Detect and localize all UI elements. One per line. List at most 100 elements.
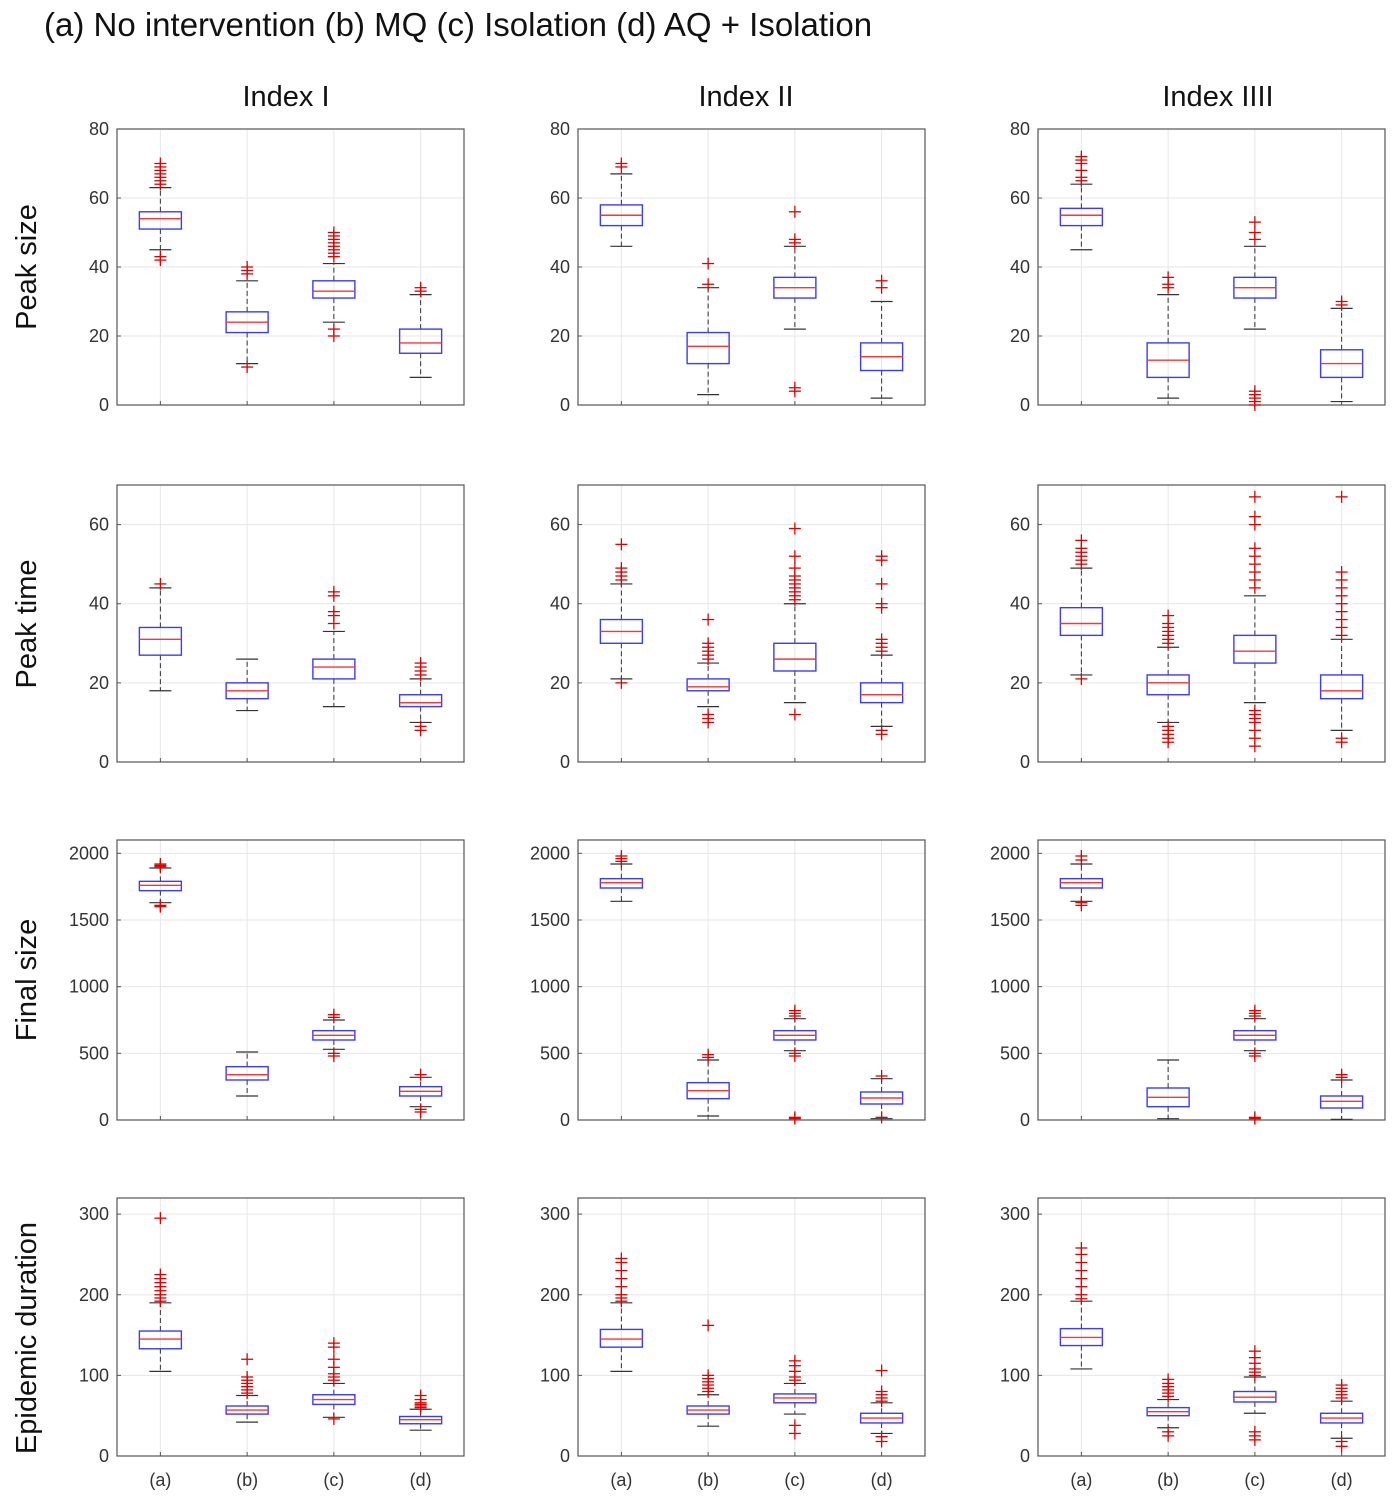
outlier-marker — [241, 1370, 254, 1383]
x-category-label: (a) — [610, 1470, 632, 1490]
box-a — [599, 538, 644, 689]
box-d — [1319, 1379, 1364, 1453]
y-tick-label: 20 — [1010, 326, 1030, 346]
outlier-marker — [414, 1389, 427, 1402]
outlier-marker — [1248, 704, 1261, 717]
axes-frame — [577, 484, 926, 763]
figure-title: (a) No intervention (b) MQ (c) Isolation… — [44, 6, 872, 43]
axes-frame — [116, 839, 465, 1121]
outlier-marker — [788, 233, 801, 246]
outlier-marker — [327, 1412, 340, 1425]
outlier-marker — [1248, 542, 1261, 555]
outlier-marker — [414, 281, 427, 294]
iqr-box — [859, 682, 904, 704]
y-tick-label: 20 — [1010, 673, 1030, 693]
outlier-marker — [615, 676, 628, 689]
outlier-marker — [788, 1419, 801, 1432]
panel-peak-time-index-i: 0 20 40 60 — [89, 484, 465, 772]
outlier-marker — [327, 585, 340, 598]
x-category-label: (c) — [784, 1470, 805, 1490]
y-tick-label: 100 — [540, 1365, 570, 1385]
outlier-marker — [702, 1369, 715, 1382]
box-a — [138, 577, 183, 692]
y-tick-label: 40 — [89, 594, 109, 614]
y-tick-label: 20 — [550, 326, 570, 346]
outlier-marker — [1335, 1379, 1348, 1392]
column-title-index-2: Index II — [698, 81, 793, 113]
y-tick-label: 1000 — [530, 977, 570, 997]
outlier-marker — [1162, 609, 1175, 622]
outlier-marker — [702, 278, 715, 291]
outlier-marker — [414, 1103, 427, 1116]
box-a — [1059, 850, 1104, 912]
box-a — [138, 858, 183, 913]
iqr-box — [599, 1328, 644, 1348]
box-d — [398, 281, 443, 378]
outlier-marker — [788, 522, 801, 535]
box-d — [398, 1389, 443, 1431]
box-a — [599, 157, 644, 247]
y-tick-label: 1000 — [69, 977, 109, 997]
y-tick-label: 0 — [99, 1110, 109, 1130]
y-tick-label: 200 — [1000, 1285, 1030, 1305]
outlier-marker — [615, 538, 628, 551]
outlier-marker — [702, 613, 715, 626]
box-c — [312, 585, 356, 708]
outlier-marker — [875, 577, 888, 590]
y-tick-label: 500 — [1000, 1043, 1030, 1063]
outlier-marker — [1075, 150, 1088, 163]
panel-peak-size-index-i: 0 20 40 60 80 — [89, 119, 465, 415]
x-category-label: (a) — [1070, 1470, 1092, 1490]
y-tick-label: 20 — [89, 673, 109, 693]
box-a — [599, 1252, 644, 1372]
panel-peak-time-index-iiii: 0 20 40 60 — [1010, 484, 1386, 772]
row-label-peak-time: Peak time — [11, 560, 43, 689]
y-tick-label: 0 — [1020, 395, 1030, 415]
y-tick-label: 60 — [550, 188, 570, 208]
box-a — [138, 157, 183, 267]
outlier-marker — [615, 157, 628, 170]
y-tick-label: 500 — [540, 1043, 570, 1063]
y-tick-label: 60 — [550, 515, 570, 535]
outlier-marker — [702, 1048, 715, 1061]
outlier-marker — [327, 226, 340, 239]
outlier-marker — [154, 157, 167, 170]
box-b — [686, 1048, 730, 1117]
column-title-index-1: Index I — [242, 81, 329, 113]
y-tick-label: 1500 — [530, 910, 570, 930]
x-category-label: (b) — [1157, 1470, 1179, 1490]
outlier-marker — [1075, 1241, 1088, 1254]
outlier-marker — [875, 597, 888, 610]
outlier-marker — [875, 550, 888, 563]
outlier-marker — [1075, 850, 1088, 862]
outlier-marker — [702, 1319, 715, 1332]
y-tick-label: 0 — [560, 1446, 570, 1466]
box-b — [686, 257, 730, 396]
outlier-marker — [1075, 896, 1088, 909]
box-a — [138, 1212, 183, 1372]
row-label-epidemic-duration: Epidemic duration — [11, 1222, 43, 1454]
box-c — [773, 205, 817, 398]
outlier-marker — [327, 1047, 340, 1060]
y-tick-label: 40 — [89, 257, 109, 277]
box-d — [398, 1068, 443, 1118]
y-tick-label: 2000 — [530, 843, 570, 863]
box-b — [225, 658, 269, 712]
panel-peak-size-index-iiii: 0 20 40 60 80 — [1010, 119, 1386, 415]
box-d — [859, 1364, 904, 1448]
iqr-box — [312, 280, 356, 299]
outlier-marker — [875, 1385, 888, 1398]
outlier-marker — [154, 1268, 167, 1281]
outlier-marker — [702, 637, 715, 650]
box-c — [773, 1354, 817, 1440]
axes-frame — [577, 128, 926, 406]
outlier-marker — [414, 720, 427, 733]
iqr-box — [225, 1065, 269, 1081]
outlier-marker — [875, 1111, 888, 1124]
box-c — [1233, 1004, 1277, 1125]
outlier-marker — [702, 708, 715, 721]
outlier-marker — [1248, 510, 1261, 523]
outlier-marker — [1162, 1373, 1175, 1386]
y-tick-label: 80 — [550, 119, 570, 139]
x-category-label: (b) — [697, 1470, 719, 1490]
